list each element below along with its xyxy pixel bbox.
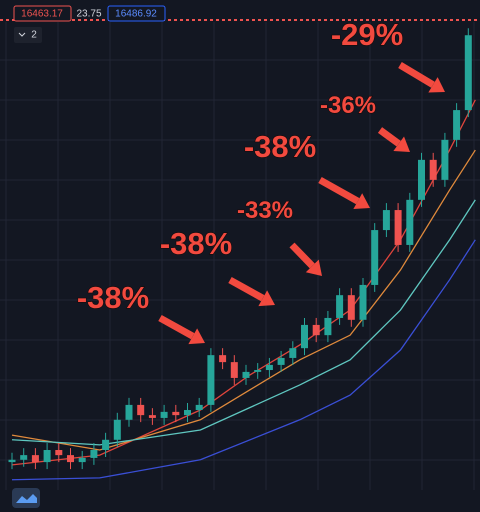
candle-body [160, 411, 168, 418]
candle-body [242, 371, 250, 378]
candle-body [453, 110, 461, 140]
moving-average [11, 199, 476, 446]
candle-body [230, 362, 238, 378]
candle-body [219, 355, 227, 363]
candle-body [324, 317, 332, 336]
candle-body [441, 139, 449, 180]
drawdown-label: -36% [320, 92, 376, 119]
candle-body [406, 199, 414, 245]
candle-body [8, 459, 16, 463]
bid-price: 16463.17 [21, 9, 63, 20]
arrow-head [258, 290, 275, 307]
arrow-shaft [228, 276, 265, 302]
candle-body [148, 415, 156, 418]
candle-body [254, 370, 262, 372]
drawdown-label: -33% [237, 197, 293, 224]
drawdown-label: -38% [77, 280, 149, 315]
ask-box [107, 5, 166, 22]
candle-body [301, 324, 308, 349]
candle-body [289, 348, 297, 358]
bid-box [13, 5, 72, 22]
arrow-head [393, 136, 410, 152]
arrow-shaft [318, 176, 360, 205]
arrow-head [353, 193, 370, 210]
candle-body [125, 404, 133, 420]
candle-body [137, 404, 145, 416]
candle-body [336, 295, 344, 318]
candle-body [265, 364, 273, 371]
arrow-head [188, 328, 205, 345]
candle-body [78, 457, 86, 463]
arrow-head [305, 259, 322, 276]
indicator-toggle[interactable] [14, 27, 42, 43]
candle-body [464, 35, 472, 111]
candle-body [172, 411, 180, 416]
grid [0, 22, 480, 490]
candle-body [184, 410, 191, 416]
arrow-shaft [158, 314, 195, 340]
arrow-shaft [398, 61, 435, 88]
drawdown-label: -38% [244, 129, 316, 164]
arrow-head [428, 77, 445, 93]
candle-body [113, 419, 121, 440]
arrow-shaft [377, 127, 401, 147]
candle-body [207, 355, 215, 405]
candle-body [277, 357, 285, 365]
ask-price: 16486.92 [115, 9, 157, 20]
candle-body [195, 404, 203, 411]
candle-body [347, 295, 355, 320]
candle-body [31, 455, 39, 463]
candle-body [382, 210, 390, 231]
candle-body [102, 439, 110, 451]
candle-body [394, 210, 402, 245]
candle-body [55, 450, 63, 456]
candle-body [67, 455, 74, 463]
candle-body [312, 324, 320, 336]
drawdown-label: -29% [331, 17, 403, 52]
candle-body [418, 159, 425, 200]
drawdown-label: -38% [160, 226, 232, 261]
spread: 23.75 [76, 9, 101, 20]
plot: -29%-36%-38%-33%-38%-38% [8, 16, 476, 481]
indicator-count: 2 [31, 30, 37, 41]
candle-body [429, 159, 437, 180]
logo-icon [16, 494, 37, 503]
candle-body [43, 450, 51, 463]
candle-body [359, 284, 367, 320]
candle-body [20, 455, 28, 460]
chevron-icon [18, 32, 26, 37]
arrow-shaft [289, 242, 315, 269]
candle-body [371, 230, 379, 285]
candle-body [90, 450, 98, 458]
moving-average [11, 239, 476, 481]
